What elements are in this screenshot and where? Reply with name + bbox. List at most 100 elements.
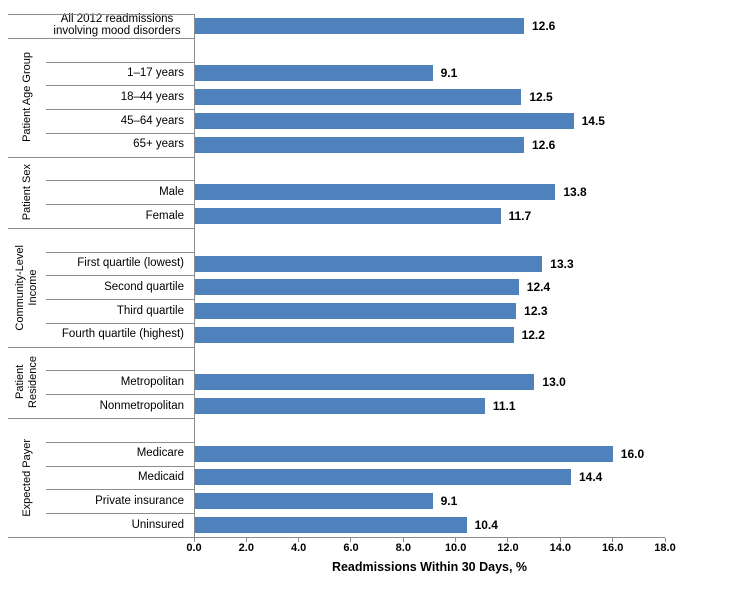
bar-cell: 16.0: [194, 441, 665, 466]
bar: [195, 516, 467, 533]
group-label: Expected Payer: [20, 438, 33, 517]
x-tick-label: 8.0: [395, 542, 411, 554]
bar-cell: 13.0: [194, 370, 665, 395]
chart-section: Patient Age Group 1–17 years 9.1 18–44 year…: [8, 37, 665, 157]
x-tick: [507, 538, 509, 542]
chart-section: Expected Payer Medicare 16.0 Medicaid 14.4 Pr…: [8, 418, 665, 537]
group-label: Community-Level Income: [14, 244, 39, 331]
bar-cell: [194, 418, 665, 442]
value-label: 12.6: [532, 137, 556, 152]
bar: [195, 398, 485, 415]
bar: [195, 469, 571, 486]
bar: [195, 89, 522, 106]
bar: [195, 374, 535, 391]
category-row: Female 11.7: [46, 204, 665, 228]
value-label: 14.5: [581, 113, 605, 128]
bar: [195, 493, 433, 510]
section-rows: Male 13.8 Female 11.7: [46, 156, 665, 228]
bar-cell: [194, 156, 665, 181]
category-label: Fourth quartile (highest): [46, 322, 194, 347]
x-tick: [193, 538, 195, 542]
category-label: [46, 157, 194, 181]
group-cell: Expected Payer: [8, 418, 46, 537]
bar-cell: 13.3: [194, 251, 665, 276]
category-row: 1–17 years 9.1: [46, 61, 665, 86]
x-tick: [350, 538, 352, 542]
value-label: 9.1: [440, 66, 458, 81]
x-tick: [455, 538, 457, 542]
category-row: Medicaid 14.4: [46, 465, 665, 490]
value-label: 12.5: [529, 90, 553, 105]
category-label: Private insurance: [46, 489, 194, 513]
category-label: All 2012 readmissions involving mood dis…: [53, 13, 181, 37]
bar: [195, 279, 519, 296]
x-tick-label: 2.0: [238, 542, 254, 554]
bar: [195, 326, 514, 343]
value-label: 11.7: [508, 209, 532, 223]
x-tick: [298, 538, 300, 542]
x-tick-label: 12.0: [497, 542, 519, 554]
x-axis: 0.0 2.0 4.0 6.0 8.0 10.0 12.0 14.0 16.0 18.0: [186, 537, 676, 554]
bar-cell: [194, 346, 665, 371]
category-row: Male 13.8: [46, 180, 665, 205]
x-tick: [559, 538, 561, 542]
bar-cell: 14.4: [194, 465, 665, 490]
category-label: 1–17 years: [46, 61, 194, 86]
category-row: Uninsured 10.4: [46, 513, 665, 537]
bar: [195, 255, 543, 272]
bar-cell: 9.1: [194, 489, 665, 514]
category-row: 45–64 years 14.5: [46, 109, 665, 133]
section-rows: 1–17 years 9.1 18–44 years 12.5 45–64 years 1…: [46, 37, 665, 157]
x-tick-label: 16.0: [601, 542, 624, 554]
group-label: Patient Age Group: [20, 52, 33, 143]
category-label: Medicaid: [46, 465, 194, 490]
value-label: 12.3: [524, 304, 548, 319]
bar: [195, 136, 524, 153]
x-tick: [664, 538, 666, 542]
value-label: 13.0: [542, 375, 566, 390]
x-tick-label: 6.0: [343, 542, 359, 554]
bar: [195, 445, 613, 462]
bar-cell: [194, 227, 665, 252]
category-label: [46, 38, 194, 62]
x-tick-label: 0.0: [186, 542, 202, 554]
bar-cell: 12.4: [194, 275, 665, 300]
value-label: 16.0: [620, 446, 645, 461]
category-row: Third quartile 12.3: [46, 299, 665, 323]
spacer-row: [46, 227, 665, 252]
category-label: 18–44 years: [46, 85, 194, 109]
chart-section: Patient Residence Metropolitan 13.0 Nonmetr…: [8, 346, 665, 419]
bar-cell: 14.5: [194, 109, 665, 133]
spacer-row: [46, 418, 665, 442]
group-cell: Community-Level Income: [8, 228, 46, 347]
category-row: 18–44 years 12.5: [46, 85, 665, 110]
bar: [195, 184, 556, 201]
section-rows: Medicare 16.0 Medicaid 14.4 Private insuranc…: [46, 418, 665, 537]
bar-cell: 12.6: [194, 132, 665, 157]
bar: [195, 65, 433, 82]
category-label: First quartile (lowest): [46, 251, 194, 276]
chart-section: Community-Level Income First quartile (lo…: [8, 227, 665, 347]
category-label: [46, 347, 194, 371]
x-tick-label: 14.0: [549, 542, 572, 554]
group-cell: Patient Sex: [8, 157, 46, 228]
category-label: Second quartile: [46, 275, 194, 299]
group-cell: Patient Age Group: [8, 38, 46, 157]
category-label: Female: [46, 204, 194, 228]
group-cell: Patient Residence: [8, 347, 46, 418]
bar-cell: 12.2: [194, 322, 665, 347]
spacer-row: [46, 37, 665, 62]
chart-section: All 2012 readmissions involving mood dis…: [8, 13, 665, 38]
category-label: [46, 418, 194, 442]
group-cell: [8, 14, 46, 38]
category-row: Metropolitan 13.0: [46, 370, 665, 395]
category-row: 65+ years 12.6: [46, 132, 665, 157]
spacer-row: [46, 156, 665, 181]
value-label: 14.4: [579, 470, 603, 485]
category-label: Medicare: [46, 441, 194, 466]
chart-section: Patient Sex Male 13.8 Female 11.7: [8, 156, 665, 228]
bar-cell: 9.1: [194, 61, 665, 86]
bar-cell: 11.1: [194, 394, 665, 419]
category-label: Uninsured: [46, 513, 194, 537]
